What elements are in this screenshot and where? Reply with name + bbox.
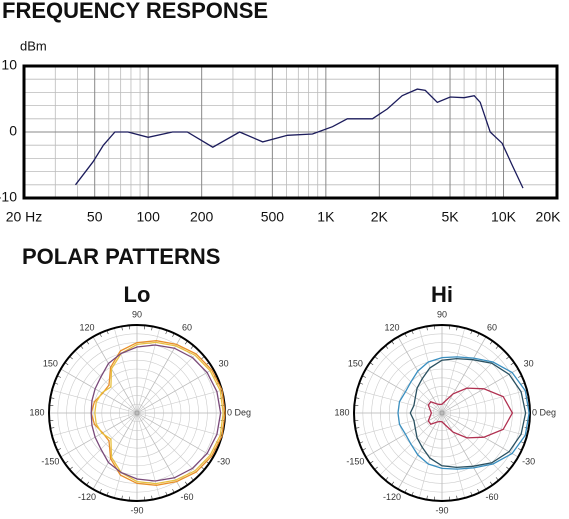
x-tick-label: 500 [261,209,285,225]
angle-tick-label: -30 [522,456,535,466]
polar-curve [94,341,224,485]
polar-grid-line [441,412,487,490]
angle-tick-label: -60 [180,492,193,502]
y-tick-label: -10 [0,189,17,205]
x-tick-label: 50 [87,209,103,225]
angle-tick-label: 120 [79,323,94,333]
polar-spoke [74,412,138,476]
polar-grid-line [441,336,487,414]
polar-grid-line [92,336,138,414]
polar-grid-line [397,412,443,490]
angle-tick-label: 60 [487,323,497,333]
polar-spoke [136,412,200,476]
angle-tick-label: 0 Deg [227,407,251,417]
polar-title: Lo [124,282,151,307]
polar-spoke [441,412,505,476]
polar-grid-line [136,336,182,414]
polar-grid-line [365,412,443,458]
angle-tick-label: -150 [346,456,364,466]
polar-center [134,410,140,416]
polar-title: Hi [431,282,453,307]
angle-tick-label: -90 [435,505,448,515]
angle-tick-label: 150 [348,358,363,368]
polar-spoke [441,327,466,414]
polar-grid-line [136,412,182,490]
polar-spoke [136,350,200,414]
chart-title: FREQUENCY RESPONSE [2,0,268,23]
x-tick-label: 2K [371,209,389,225]
polar-spoke [418,327,443,414]
x-tick-label: 10K [491,209,517,225]
polar-grid-line [136,412,214,458]
plot-frame [22,64,559,200]
section-title: POLAR PATTERNS [22,244,220,269]
polar-spoke [418,412,443,499]
polar-grid-line [441,412,519,458]
polar-spoke [441,412,528,437]
angle-tick-label: -120 [78,492,96,502]
y-axis-label: dBm [20,38,47,53]
x-tick-label: 1K [317,209,335,225]
x-tick-label: 20K [536,209,562,225]
polar-spoke [441,389,528,414]
polar-curve [90,344,222,482]
polar-spoke [74,350,138,414]
angle-tick-label: 90 [437,309,447,319]
response-line [74,88,524,189]
angle-tick-label: 0 Deg [532,407,556,417]
polar-grid-line [397,336,443,414]
angle-tick-label: 180 [29,407,44,417]
polar-spoke [136,389,223,414]
angle-tick-label: 30 [219,358,229,368]
angle-tick-label: 180 [334,407,349,417]
polar-curve [397,356,530,470]
angle-tick-label: -90 [130,505,143,515]
y-tick-label: 0 [9,123,17,139]
x-tick-label: 200 [190,209,214,225]
angle-tick-label: -120 [383,492,401,502]
polar-spoke [113,412,138,499]
polar-grid-line [60,412,138,458]
polar-frame [353,324,531,502]
polar-grid-line [92,412,138,490]
polar-curve [409,357,527,469]
polar-grid-line [60,368,138,414]
angle-tick-label: -150 [41,456,59,466]
polar-spoke [441,350,505,414]
angle-tick-label: 150 [43,358,58,368]
polar-center [439,410,445,416]
polar-grid-line [365,368,443,414]
angle-tick-label: 30 [524,358,534,368]
polar-grid-line [136,368,214,414]
y-tick-label: 10 [1,57,17,73]
polar-grid-line [441,368,519,414]
x-tick-label: 100 [137,209,161,225]
polar-curve [427,387,514,439]
polar-spoke [441,412,466,499]
angle-tick-label: 90 [132,309,142,319]
angle-tick-label: 120 [384,323,399,333]
x-tick-label: 20 Hz [6,209,43,225]
x-tick-label: 5K [441,209,459,225]
angle-tick-label: -60 [485,492,498,502]
polar-spoke [136,412,223,437]
angle-tick-label: -30 [217,456,230,466]
angle-tick-label: 60 [182,323,192,333]
polar-spoke [113,327,138,414]
